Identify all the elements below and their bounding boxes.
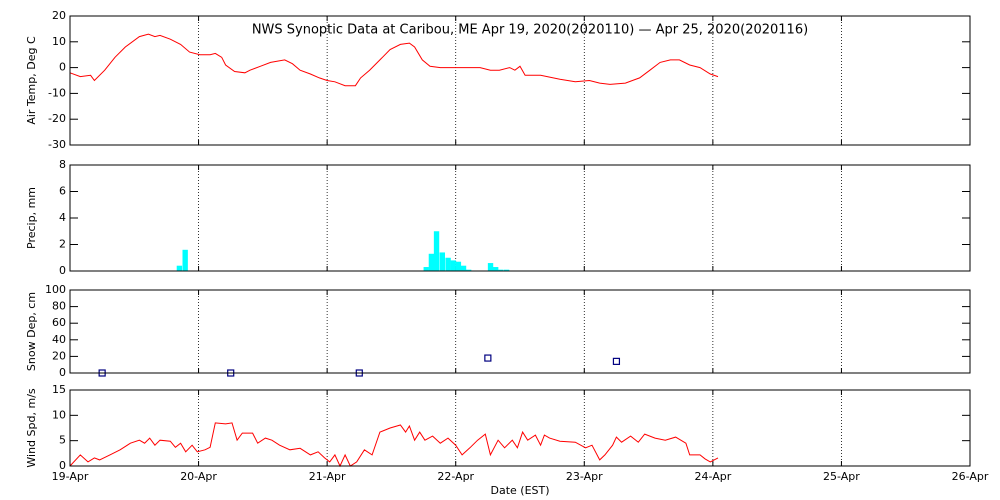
marker xyxy=(612,357,621,365)
y-tick-label: -20 xyxy=(48,112,66,125)
x-tick-label: 21-Apr xyxy=(309,470,346,483)
y-tick-label: 0 xyxy=(59,459,66,472)
y-tick-label: 5 xyxy=(59,434,66,447)
x-tick-label: 23-Apr xyxy=(566,470,603,483)
marker xyxy=(484,354,492,362)
x-tick-label: 20-Apr xyxy=(180,470,217,483)
y-tick-label: 4 xyxy=(59,211,66,224)
bar xyxy=(466,269,472,271)
x-tick-label: 19-Apr xyxy=(52,470,89,483)
plot-frame xyxy=(69,289,971,374)
bar xyxy=(487,263,494,271)
y-tick-label: 15 xyxy=(52,383,66,396)
bar xyxy=(450,260,456,271)
plot-frame xyxy=(69,389,971,467)
y-tick-label: 100 xyxy=(45,283,66,296)
x-tick-label: 22-Apr xyxy=(437,470,474,483)
data-line xyxy=(69,422,719,468)
y-tick-label: -10 xyxy=(48,86,66,99)
bar xyxy=(445,257,451,271)
y-tick-label: 80 xyxy=(52,300,66,313)
bar xyxy=(182,249,188,271)
x-tick-label: 24-Apr xyxy=(694,470,731,483)
y-tick-label: 6 xyxy=(59,185,66,198)
y-axis-label: Wind Spd, m/s xyxy=(25,388,38,468)
chart-title: NWS Synoptic Data at Caribou, ME Apr 19,… xyxy=(252,23,808,38)
bar xyxy=(433,231,440,271)
y-tick-label: -30 xyxy=(48,138,66,151)
bar xyxy=(503,269,510,271)
y-tick-label: 40 xyxy=(52,333,66,346)
y-tick-label: 0 xyxy=(59,61,66,74)
bar xyxy=(460,265,467,271)
y-tick-label: 10 xyxy=(52,35,66,48)
plot-frame xyxy=(69,164,971,272)
y-tick-label: 60 xyxy=(52,316,66,329)
bar xyxy=(176,265,183,271)
y-tick-label: 0 xyxy=(59,264,66,277)
x-tick-label: 26-Apr xyxy=(952,470,989,483)
y-axis-label: Snow Dep, cm xyxy=(25,292,38,371)
bar xyxy=(493,267,499,271)
bar xyxy=(428,253,435,271)
y-tick-label: 10 xyxy=(52,408,66,421)
y-tick-label: 0 xyxy=(59,366,66,379)
bar xyxy=(498,269,504,271)
bar xyxy=(455,261,462,271)
y-tick-label: 8 xyxy=(59,158,66,171)
y-axis-label: Precip, mm xyxy=(25,187,38,249)
y-tick-label: 20 xyxy=(52,9,66,22)
y-tick-label: 2 xyxy=(59,238,66,251)
data-line xyxy=(69,33,719,87)
y-tick-label: 20 xyxy=(52,349,66,362)
y-axis-label: Air Temp, Deg C xyxy=(25,36,38,125)
x-tick-label: 25-Apr xyxy=(823,470,860,483)
x-axis-label: Date (EST) xyxy=(490,484,549,497)
plot-frame xyxy=(69,15,971,146)
bar xyxy=(439,252,445,271)
bar xyxy=(423,267,429,271)
